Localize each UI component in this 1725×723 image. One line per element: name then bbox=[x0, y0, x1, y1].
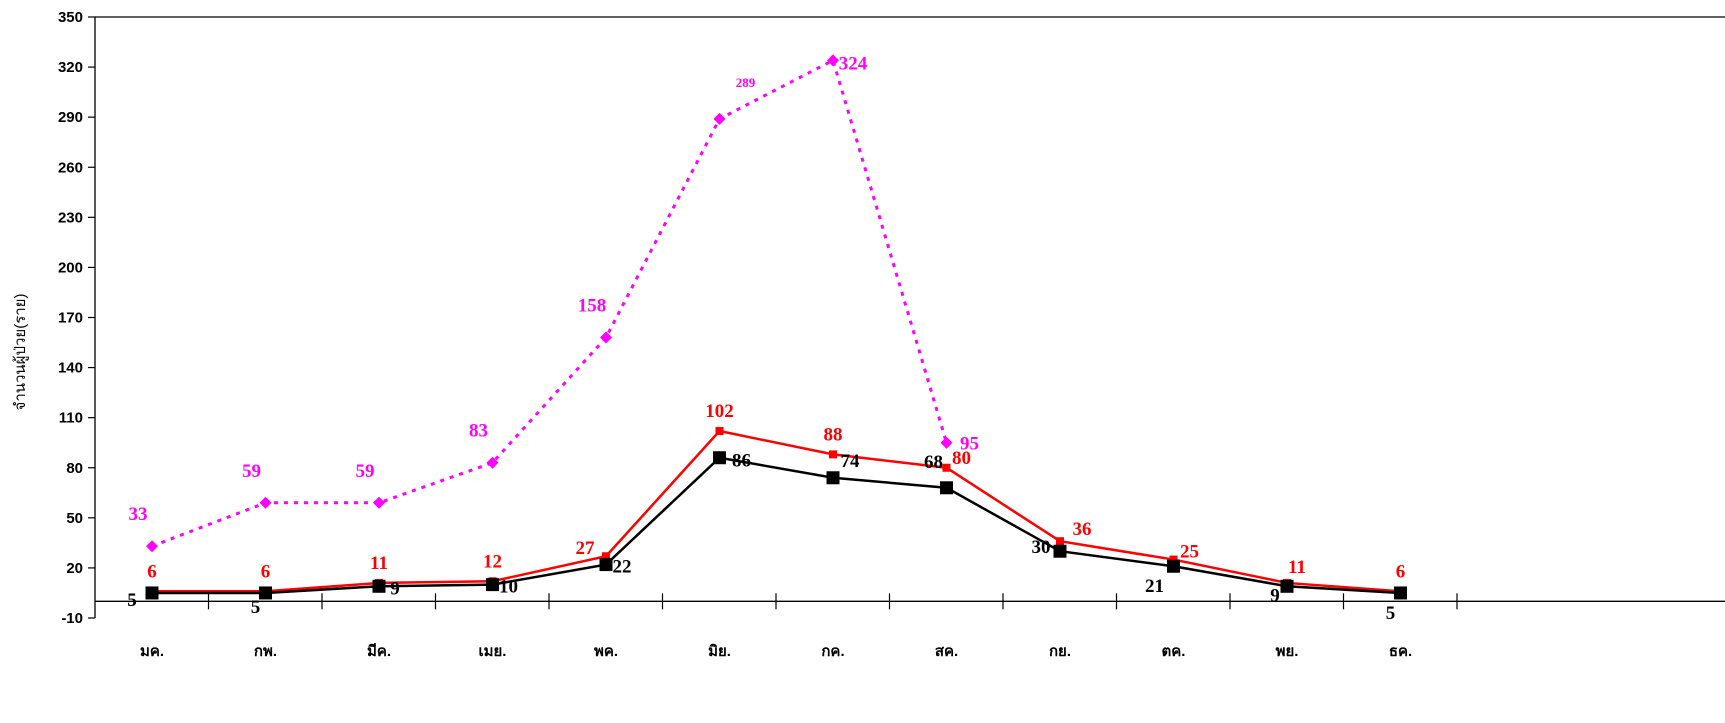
y-tick-label: 20 bbox=[66, 560, 83, 577]
data-point bbox=[599, 558, 613, 572]
data-label: 21 bbox=[1145, 576, 1164, 597]
data-label: 59 bbox=[356, 461, 375, 482]
x-tick-label: กค. bbox=[821, 643, 844, 660]
data-point bbox=[486, 456, 499, 469]
y-tick-label: 110 bbox=[59, 410, 83, 427]
y-tick-label: 200 bbox=[58, 259, 83, 276]
y-tick-label: 320 bbox=[58, 59, 83, 76]
data-point bbox=[1167, 559, 1180, 573]
x-tick-label: กย. bbox=[1049, 643, 1071, 660]
data-point bbox=[146, 540, 158, 553]
data-label: 95 bbox=[960, 434, 979, 455]
data-point bbox=[600, 331, 612, 344]
y-tick-label: 50 bbox=[66, 510, 83, 527]
x-tick-label: กพ. bbox=[254, 643, 277, 660]
data-label: 5 bbox=[251, 597, 261, 618]
x-tick-label: มีค. bbox=[367, 643, 391, 660]
y-tick-label: 80 bbox=[66, 460, 83, 477]
data-point bbox=[372, 579, 386, 593]
data-label: 33 bbox=[129, 504, 148, 525]
x-tick-label: พค. bbox=[594, 643, 618, 660]
plot-frame bbox=[94, 16, 1725, 618]
data-label: 83 bbox=[469, 421, 488, 442]
data-point bbox=[940, 481, 953, 495]
y-axis-label: จำนวนผู้ป่วย(ราย) bbox=[12, 294, 29, 411]
y-ticks: -10 20 50 80 110 140 170 200 230 260 290 320 350 bbox=[58, 9, 95, 627]
data-label: 9 bbox=[390, 578, 400, 599]
data-label: 5 bbox=[127, 590, 137, 611]
data-point bbox=[940, 436, 953, 449]
data-point bbox=[602, 552, 610, 561]
x-tick-label: สค. bbox=[935, 643, 958, 660]
series-line bbox=[152, 429, 1401, 593]
series-line bbox=[152, 456, 1401, 595]
data-label: 86 bbox=[732, 451, 751, 472]
data-label: 59 bbox=[242, 461, 261, 482]
data-label: 5 bbox=[1386, 603, 1396, 624]
data-label: 68 bbox=[924, 452, 943, 473]
data-point bbox=[259, 496, 272, 509]
y-tick-label: 170 bbox=[58, 310, 83, 327]
data-label: 12 bbox=[483, 551, 502, 572]
data-label: 25 bbox=[1180, 542, 1199, 563]
data-label: 36 bbox=[1073, 519, 1092, 540]
data-point bbox=[1394, 586, 1407, 600]
data-point bbox=[713, 112, 726, 125]
y-tick-label: 350 bbox=[58, 9, 83, 26]
data-point bbox=[715, 427, 724, 436]
x-tick-label: ตค. bbox=[1162, 643, 1186, 660]
y-tick-label: 230 bbox=[58, 209, 83, 226]
data-label: 88 bbox=[824, 424, 843, 445]
y-tick-label: -10 bbox=[61, 610, 83, 627]
data-label: 324 bbox=[839, 53, 868, 74]
data-point bbox=[829, 450, 837, 459]
data-point bbox=[486, 578, 499, 592]
x-tick-label: มค. bbox=[140, 643, 164, 660]
x-tick-label: มิย. bbox=[708, 642, 731, 660]
series-line bbox=[151, 58, 948, 548]
x-tick-label: เมย. bbox=[479, 643, 507, 660]
data-label: 6 bbox=[261, 561, 271, 582]
data-label: 6 bbox=[147, 561, 157, 582]
data-point bbox=[1280, 579, 1294, 593]
data-label: 11 bbox=[1288, 557, 1306, 578]
data-label: 11 bbox=[370, 553, 388, 574]
x-tick-label: ธค. bbox=[1389, 643, 1412, 660]
data-point bbox=[1169, 555, 1178, 564]
data-label: 74 bbox=[841, 451, 861, 472]
data-point bbox=[1056, 537, 1064, 546]
data-point bbox=[373, 496, 385, 509]
series-1: 6 6 11 12 27 102 88 80 36 25 11 6 bbox=[147, 401, 1406, 596]
data-label: 10 bbox=[499, 577, 518, 598]
y-tick-label: 140 bbox=[58, 360, 83, 377]
data-point bbox=[145, 586, 159, 600]
data-point bbox=[1053, 544, 1067, 558]
y-tick-label: 290 bbox=[58, 109, 83, 126]
x-tick-label: พย. bbox=[1276, 643, 1299, 660]
series-0: 33 59 59 83 158 289 324 95 bbox=[129, 53, 979, 553]
data-label: 27 bbox=[576, 538, 596, 559]
data-point bbox=[826, 471, 840, 485]
data-label: 289 bbox=[736, 75, 756, 90]
data-point bbox=[942, 463, 951, 472]
data-label: 80 bbox=[952, 448, 971, 469]
data-label: 30 bbox=[1032, 537, 1051, 558]
data-label: 9 bbox=[1270, 585, 1280, 606]
y-tick-label: 260 bbox=[58, 159, 83, 176]
data-point bbox=[259, 586, 272, 600]
data-label: 102 bbox=[705, 401, 734, 422]
data-point bbox=[713, 451, 726, 465]
data-point bbox=[827, 54, 839, 67]
data-label: 158 bbox=[578, 296, 607, 317]
data-label: 6 bbox=[1396, 561, 1406, 582]
x-ticks: มค. กพ. มีค. เมย. พค. มิย. กค. สค. กย. ตค. พย. ธค. bbox=[140, 593, 1458, 660]
data-label: 22 bbox=[613, 557, 632, 578]
